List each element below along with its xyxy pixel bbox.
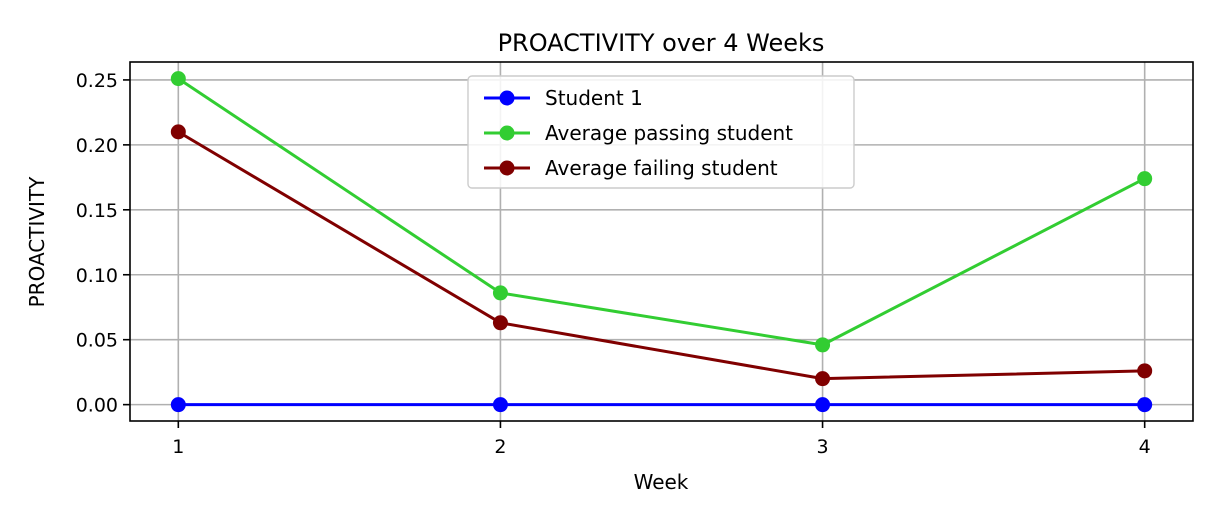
series-line [177, 77, 1146, 347]
data-point [815, 397, 831, 413]
legend-marker [499, 160, 515, 176]
legend-label: Student 1 [545, 86, 643, 110]
series-group [170, 124, 1153, 387]
legend-box [467, 75, 855, 189]
data-point [1137, 363, 1153, 379]
y-tick-label: 0.00 [76, 395, 118, 417]
series-group [170, 71, 1153, 353]
y-tick-label: 0.15 [76, 200, 118, 222]
series-layer [170, 71, 1153, 413]
plot-area-frame [129, 61, 1194, 422]
x-axis-label: Week [634, 470, 689, 494]
legend: Student 1 Average passing student Average … [467, 75, 855, 189]
data-point [1137, 397, 1153, 413]
data-point [1137, 171, 1153, 187]
x-tick-label: 3 [817, 436, 829, 458]
y-tick-label: 0.25 [76, 70, 118, 92]
x-tick-label: 2 [494, 436, 506, 458]
data-point [170, 397, 186, 413]
legend-label: Average failing student [545, 156, 778, 180]
y-tick-label: 0.10 [76, 265, 118, 287]
data-point [170, 124, 186, 140]
x-tick-label: 4 [1139, 436, 1151, 458]
data-point [815, 337, 831, 353]
data-point [815, 371, 831, 387]
x-axis: 1 2 3 4 [172, 421, 1151, 458]
legend-marker [499, 125, 515, 141]
y-axis-label: PROACTIVITY [25, 176, 49, 308]
x-tick-label: 1 [172, 436, 184, 458]
chart-title: PROACTIVITY over 4 Weeks [498, 29, 825, 57]
legend-marker [499, 90, 515, 106]
data-point [492, 397, 508, 413]
data-point [492, 315, 508, 331]
series-group [170, 397, 1153, 413]
y-axis: 0.00 0.05 0.10 0.15 0.20 0.25 [76, 70, 130, 417]
data-point [170, 71, 186, 87]
y-tick-label: 0.20 [76, 135, 118, 157]
y-tick-label: 0.05 [76, 330, 118, 352]
data-point [492, 285, 508, 301]
legend-label: Average passing student [545, 121, 793, 145]
series-line [177, 130, 1145, 381]
